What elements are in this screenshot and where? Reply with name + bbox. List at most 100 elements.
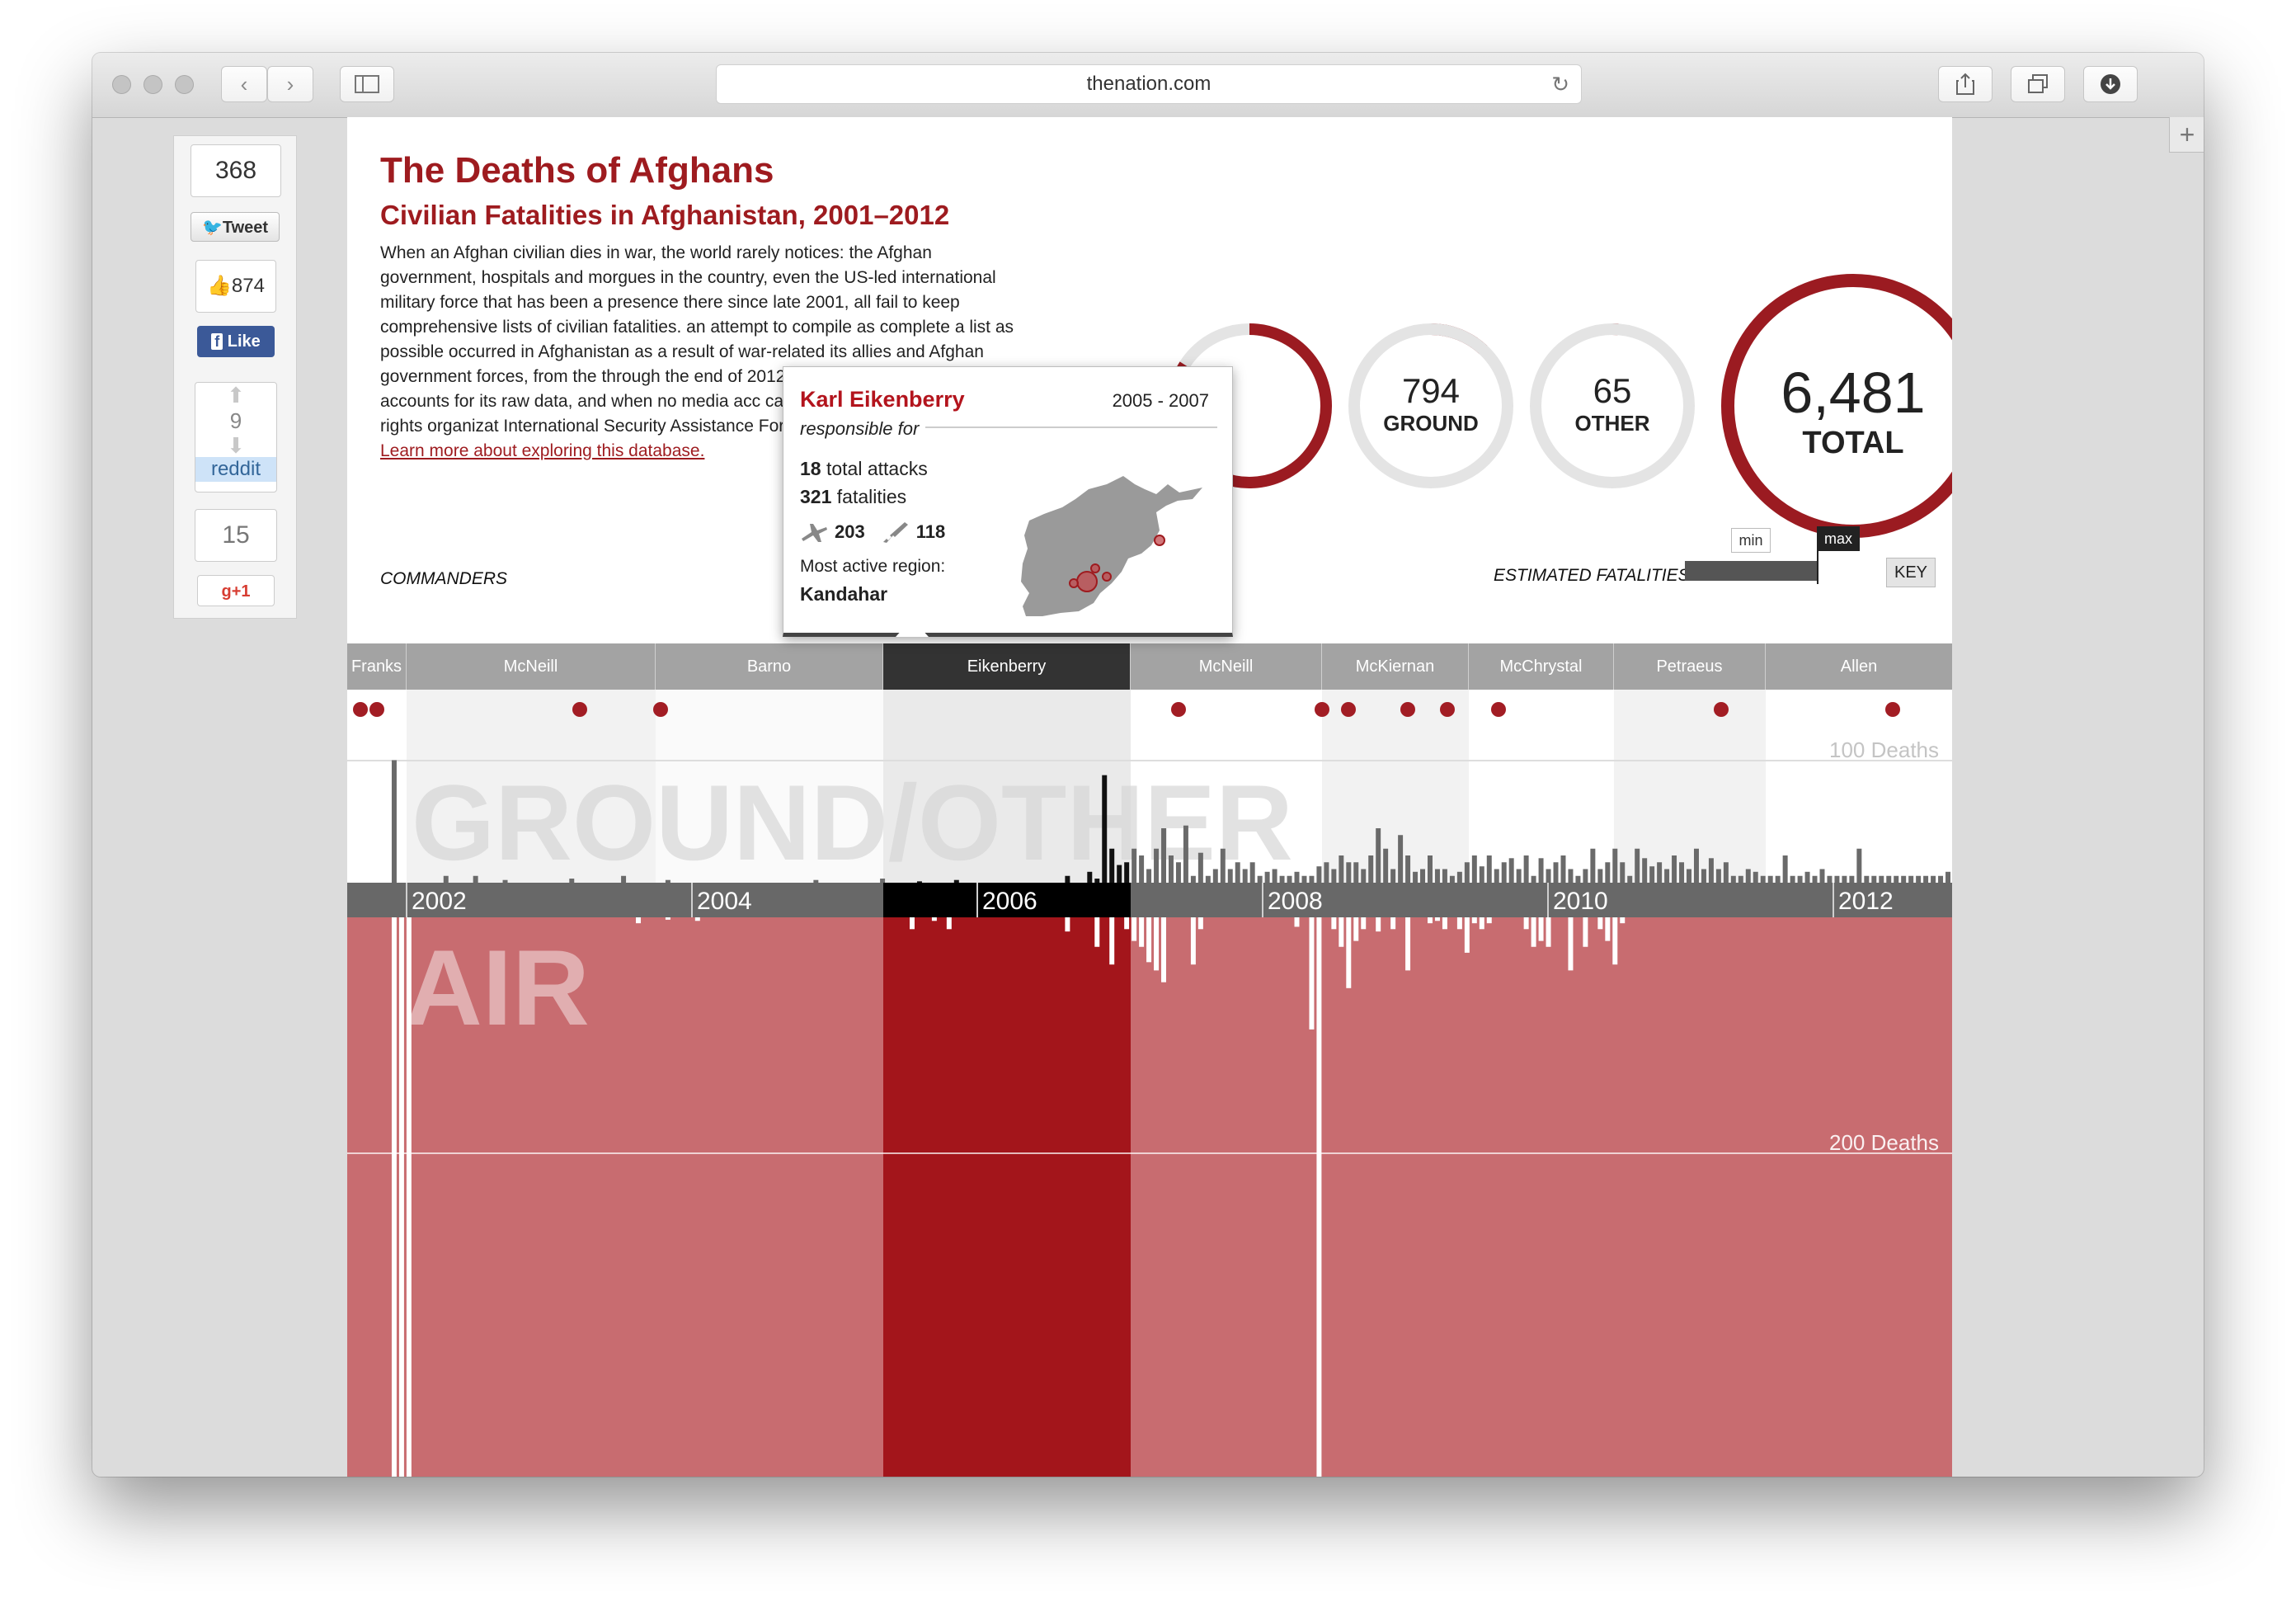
map-marker (1069, 578, 1079, 588)
event-marker (1341, 702, 1356, 717)
tweet-label: Tweet (222, 219, 269, 237)
ground-bar (1442, 869, 1447, 883)
reload-icon[interactable]: ↻ (1551, 72, 1569, 97)
fatalities-slider[interactable] (1685, 561, 1817, 581)
ground-bar (1272, 869, 1277, 883)
facebook-icon: f (211, 333, 223, 350)
ground-bar (1938, 875, 1944, 883)
air-bar (1612, 917, 1618, 965)
commander-allen[interactable]: Allen (1840, 657, 1878, 676)
key-button[interactable]: KEY (1886, 558, 1936, 587)
commander-mcneill-2[interactable]: McNeill (1131, 643, 1322, 690)
ground-bar (1346, 862, 1352, 883)
ground-bar (1723, 862, 1729, 883)
year-label: 2002 (412, 888, 467, 915)
minimize-window-button[interactable] (144, 75, 162, 94)
sidebar-button[interactable] (340, 66, 394, 102)
ground-bar (1197, 852, 1203, 883)
commander-franks[interactable]: Franks (347, 643, 407, 690)
air-area (347, 917, 1952, 1477)
new-tab-button[interactable]: + (2169, 117, 2204, 153)
ground-bar (621, 875, 627, 883)
ground-bar (1546, 869, 1551, 883)
ground-bar (1538, 858, 1544, 883)
reddit-label[interactable]: reddit (195, 457, 276, 482)
commander-mcchrystal[interactable]: McChrystal (1469, 643, 1614, 690)
ground-bar (1553, 862, 1559, 883)
commander-petraeus[interactable]: Petraeus (1614, 643, 1766, 690)
air-bar (1538, 917, 1544, 941)
ground-bar (1428, 855, 1433, 883)
slider-max-handle[interactable]: max (1817, 526, 1860, 551)
back-button[interactable]: ‹ (221, 66, 267, 102)
ground-label: GROUND (1383, 411, 1479, 436)
ground-bar (1339, 855, 1344, 883)
address-bar[interactable]: thenation.com ↻ (716, 64, 1582, 104)
air-bar (1583, 917, 1588, 947)
air-bar (1442, 917, 1447, 930)
attacks-count: 18 (800, 458, 821, 479)
tweet-button[interactable]: 🐦Tweet (191, 212, 280, 242)
ground-bar (1649, 866, 1655, 883)
ground-bar (1205, 875, 1211, 883)
air-area-active (883, 917, 1131, 1477)
commander-eikenberry[interactable]: Eikenberry (883, 643, 1131, 690)
gplus-label: g+1 (221, 582, 251, 601)
upvote-icon[interactable]: ⬆ (227, 383, 245, 408)
share-button[interactable] (1938, 66, 1993, 102)
ground-bar (1154, 848, 1160, 883)
ground-bar (1923, 875, 1929, 883)
event-marker (653, 702, 668, 717)
zoom-window-button[interactable] (175, 75, 194, 94)
event-marker (1885, 702, 1900, 717)
air-bar (1605, 917, 1611, 941)
downloads-button[interactable] (2083, 66, 2138, 102)
y-axis-label: 200 Deaths (1829, 1130, 1939, 1155)
commanders-label: COMMANDERS (380, 569, 508, 588)
ground-bar (665, 879, 670, 883)
ground-bar (1894, 875, 1899, 883)
like-count-box: 👍874 (195, 260, 276, 313)
ground-bar (1738, 875, 1743, 883)
air-bar (1109, 917, 1115, 965)
commander-barno[interactable]: Barno (656, 643, 883, 690)
year-label: 2008 (1268, 888, 1323, 915)
ground-bar (1864, 875, 1870, 883)
ground-bar (1361, 869, 1367, 883)
other-donut[interactable]: 65 OTHER (1530, 323, 1695, 488)
ground-bar (1597, 869, 1603, 883)
event-marker (1491, 702, 1506, 717)
close-window-button[interactable] (112, 75, 131, 94)
ground-bar (1775, 875, 1781, 883)
gplus-button[interactable]: g+1 (197, 575, 275, 606)
commander-mckiernan[interactable]: McKiernan (1322, 643, 1469, 690)
browser-window: ‹ › thenation.com ↻ + 368 🐦Tweet 👍874 f … (92, 53, 2204, 1477)
commander-mcneill-1[interactable]: McNeill (407, 643, 656, 690)
ground-donut[interactable]: 794 GROUND (1348, 323, 1513, 488)
slider-min-handle[interactable]: min (1731, 528, 1771, 553)
ground-bar (1279, 875, 1285, 883)
air-bar (931, 917, 937, 921)
air-bar (665, 917, 670, 920)
like-count: 874 (231, 275, 265, 297)
map-marker (1090, 563, 1100, 573)
ground-bar (1471, 855, 1477, 883)
learn-more-link[interactable]: Learn more about exploring this database… (380, 441, 705, 460)
ground-bar (1590, 848, 1596, 883)
commander-shade (1322, 690, 1469, 883)
like-button[interactable]: f Like (197, 326, 275, 357)
ground-bar (1797, 875, 1803, 883)
tabs-button[interactable] (2011, 66, 2065, 102)
ground-value: 794 (1401, 371, 1461, 410)
ground-bar (502, 879, 508, 883)
commander-shade-active (883, 690, 1131, 883)
ground-bar (1190, 875, 1196, 883)
afghanistan-outline (1021, 476, 1202, 616)
year-label: 2012 (1838, 888, 1894, 915)
estimated-fatalities-label: ESTIMATED FATALITIES (1494, 566, 1690, 585)
air-bar (1471, 917, 1477, 924)
downvote-icon[interactable]: ⬇ (227, 433, 245, 458)
forward-button[interactable]: › (267, 66, 313, 102)
air-bar (1065, 917, 1070, 932)
air-bar (1361, 917, 1367, 930)
